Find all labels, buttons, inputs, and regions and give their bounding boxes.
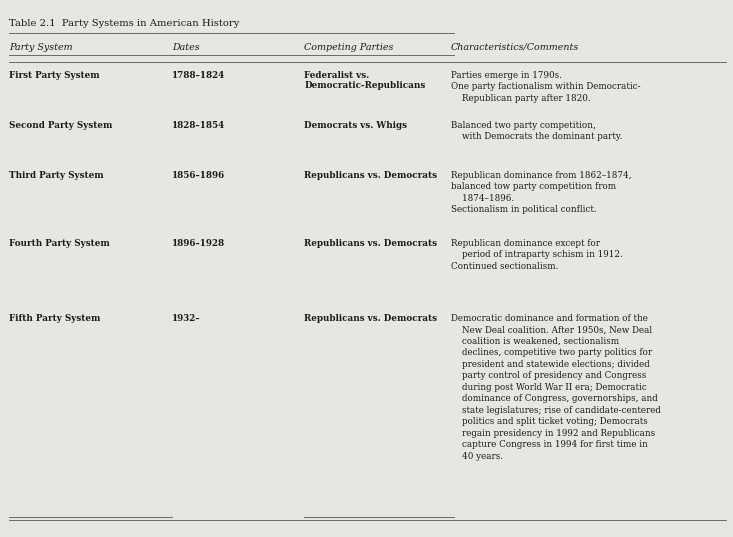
Text: Fifth Party System: Fifth Party System xyxy=(9,314,100,323)
Text: Parties emerge in 1790s.
One party factionalism within Democratic-
    Republica: Parties emerge in 1790s. One party facti… xyxy=(451,71,641,103)
Text: 1932–: 1932– xyxy=(172,314,201,323)
Text: First Party System: First Party System xyxy=(9,71,100,80)
Text: Table 2.1  Party Systems in American History: Table 2.1 Party Systems in American Hist… xyxy=(9,19,239,28)
Text: Third Party System: Third Party System xyxy=(9,171,103,180)
Text: Characteristics/Comments: Characteristics/Comments xyxy=(451,43,579,52)
Text: Republican dominance from 1862–1874,
balanced tow party competition from
    187: Republican dominance from 1862–1874, bal… xyxy=(451,171,631,214)
Text: 1896–1928: 1896–1928 xyxy=(172,239,225,248)
Text: Republican dominance except for
    period of intraparty schism in 1912.
Continu: Republican dominance except for period o… xyxy=(451,239,622,271)
Text: 1788–1824: 1788–1824 xyxy=(172,71,226,80)
Text: Republicans vs. Democrats: Republicans vs. Democrats xyxy=(304,239,437,248)
Text: Fourth Party System: Fourth Party System xyxy=(9,239,109,248)
Text: Dates: Dates xyxy=(172,43,200,52)
Text: Democratic dominance and formation of the
    New Deal coalition. After 1950s, N: Democratic dominance and formation of th… xyxy=(451,314,660,461)
Text: 1856–1896: 1856–1896 xyxy=(172,171,225,180)
Text: Republicans vs. Democrats: Republicans vs. Democrats xyxy=(304,171,437,180)
Text: 1828–1854: 1828–1854 xyxy=(172,121,226,130)
Text: Balanced two party competition,
    with Democrats the dominant party.: Balanced two party competition, with Dem… xyxy=(451,121,622,141)
Text: Second Party System: Second Party System xyxy=(9,121,112,130)
Text: Republicans vs. Democrats: Republicans vs. Democrats xyxy=(304,314,437,323)
Text: Party System: Party System xyxy=(9,43,73,52)
Text: Democrats vs. Whigs: Democrats vs. Whigs xyxy=(304,121,408,130)
Text: Competing Parties: Competing Parties xyxy=(304,43,394,52)
Text: Federalist vs.
Democratic-Republicans: Federalist vs. Democratic-Republicans xyxy=(304,71,425,90)
